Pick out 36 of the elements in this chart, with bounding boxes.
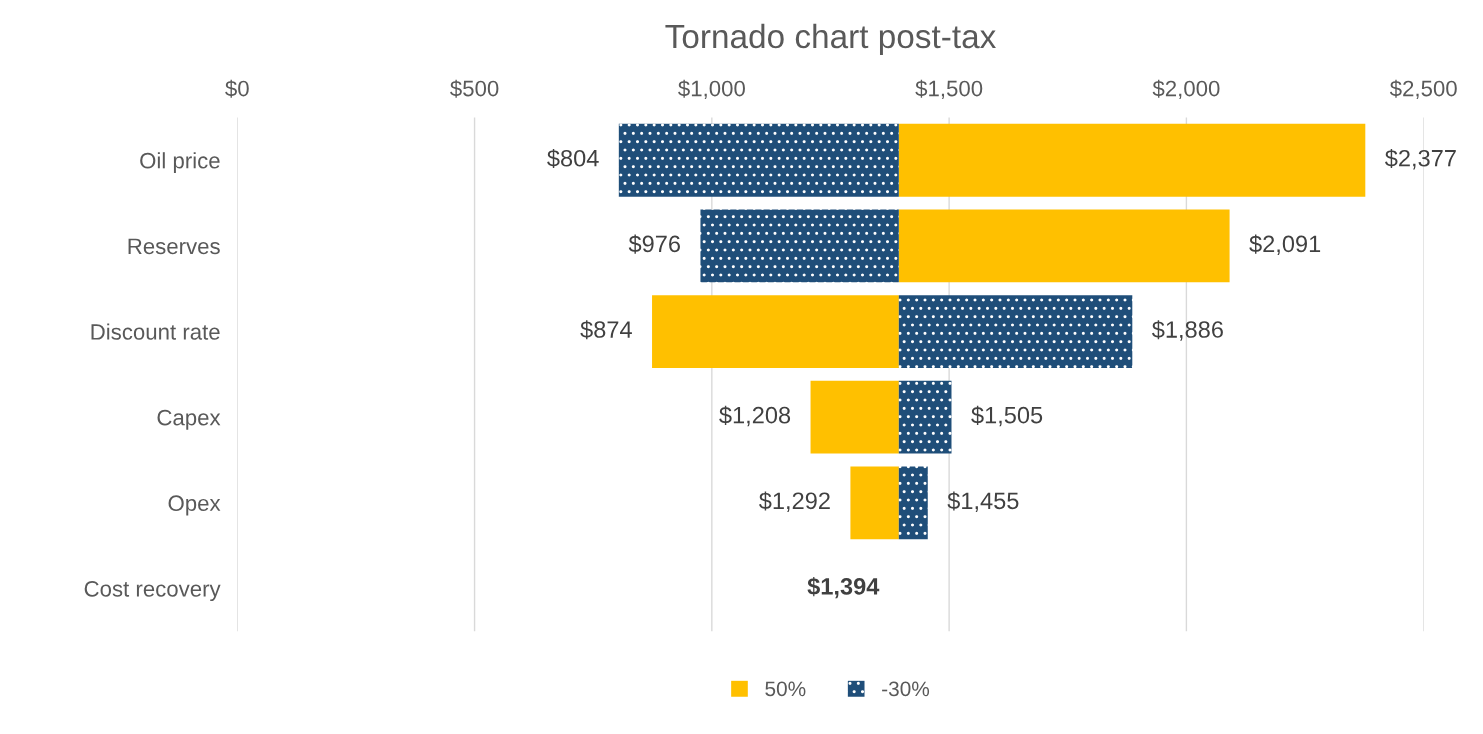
bar	[810, 380, 899, 454]
x-tick-label: $1,000	[678, 79, 745, 100]
legend-label: -30%	[882, 681, 930, 697]
legend-label: 50%	[765, 681, 806, 697]
bar	[898, 380, 952, 454]
y-tick-label: Opex	[168, 495, 221, 516]
data-label: $2,377	[1385, 148, 1456, 170]
bar	[700, 209, 899, 283]
y-tick-label: Capex	[157, 409, 221, 430]
chart-title: Tornado chart post-tax	[665, 23, 996, 55]
data-label: $1,292	[759, 491, 830, 512]
x-tick-label: $0	[225, 79, 249, 98]
y-tick-label: Reserves	[128, 238, 220, 255]
y-tick-label: Oil price	[140, 152, 220, 173]
x-tick-label: $500	[450, 79, 499, 98]
bar	[898, 123, 1366, 197]
data-label: $1,455	[947, 491, 1019, 512]
bar	[898, 295, 1133, 368]
bar	[898, 466, 928, 540]
x-tick-label: $2,000	[1152, 79, 1220, 100]
data-label: $976	[628, 234, 680, 254]
bar	[618, 123, 899, 197]
x-tick-label: $2,500	[1389, 79, 1457, 100]
data-label: $1,886	[1152, 320, 1223, 341]
y-tick-label: Discount rate	[91, 323, 220, 340]
data-label: $1,208	[719, 405, 791, 427]
bar	[850, 466, 899, 540]
data-label: $2,091	[1249, 234, 1321, 256]
annotation: $1,394	[807, 577, 880, 599]
bar	[652, 295, 899, 368]
data-label: $804	[547, 148, 599, 168]
x-tick-label: $1,500	[915, 79, 983, 100]
data-label: $874	[580, 320, 632, 340]
bar	[898, 209, 1230, 283]
y-tick-label: Cost recovery	[84, 580, 221, 602]
data-label: $1,505	[971, 405, 1043, 427]
